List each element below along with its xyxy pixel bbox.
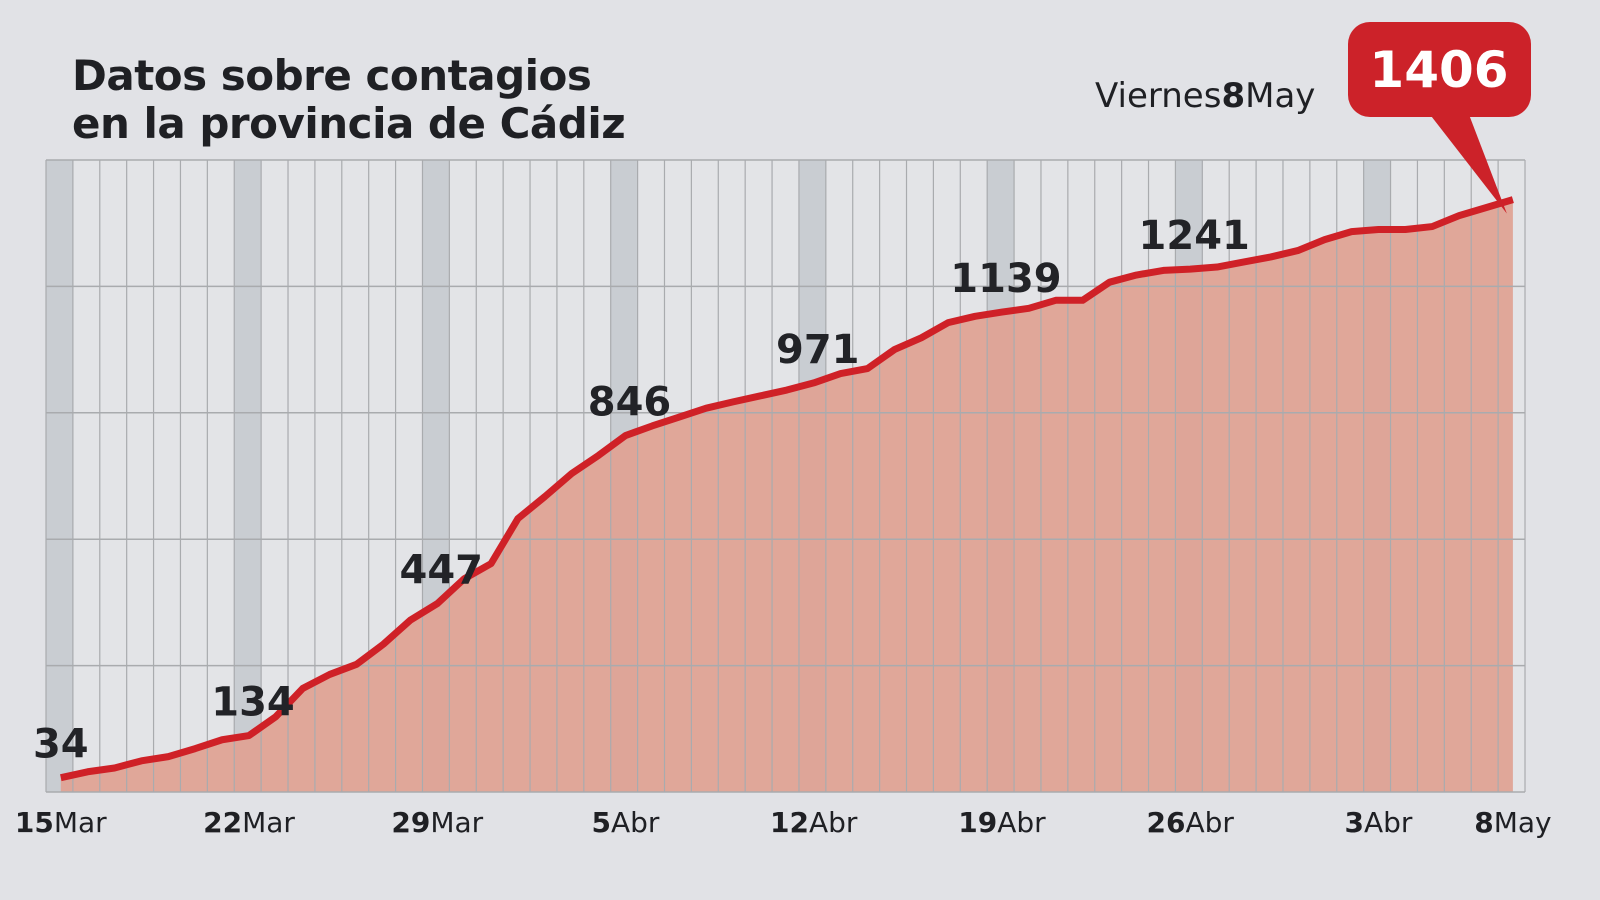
tick-day: 15 [15, 806, 54, 839]
tick-month: Abr [809, 806, 858, 839]
tick-day: 8 [1474, 806, 1493, 839]
sunday-band [234, 160, 262, 792]
tick-day: 19 [958, 806, 997, 839]
sunday-band [46, 160, 73, 792]
tick-month: Abr [997, 806, 1046, 839]
chart-title: Datos sobre contagios en la provincia de… [72, 51, 626, 148]
tick-month: Abr [611, 806, 660, 839]
data-label: 846 [588, 380, 672, 426]
data-label: 971 [776, 327, 860, 373]
data-label: 1241 [1139, 213, 1250, 259]
tick-day: 3 [1344, 806, 1363, 839]
title-line-1: Datos sobre contagios [72, 51, 592, 100]
x-tick-label: 3Abr [1344, 806, 1412, 839]
x-tick-label: 26Abr [1146, 806, 1234, 839]
tick-month: Mar [430, 806, 483, 839]
data-label: 134 [211, 680, 295, 726]
date-month: May [1245, 76, 1316, 116]
x-tick-label: 8May [1474, 806, 1551, 839]
tick-month: Mar [242, 806, 295, 839]
data-label: 34 [33, 722, 89, 768]
x-tick-label: 5Abr [592, 806, 660, 839]
callout-value: 1406 [1369, 41, 1508, 99]
data-label: 1139 [950, 256, 1061, 302]
tick-day: 22 [203, 806, 242, 839]
x-tick-label: 19Abr [958, 806, 1046, 839]
callout-box [1348, 22, 1531, 117]
tick-day: 12 [770, 806, 809, 839]
date-day: 8 [1221, 76, 1246, 116]
x-tick-label: 15Mar [15, 806, 107, 839]
data-label: 447 [400, 548, 484, 594]
tick-month: Abr [1364, 806, 1413, 839]
tick-day: 29 [391, 806, 430, 839]
x-tick-label: 12Abr [770, 806, 858, 839]
x-tick-label: 22Mar [203, 806, 295, 839]
tick-month: May [1494, 806, 1552, 839]
date-weekday: Viernes [1095, 76, 1222, 116]
title-line-2: en la provincia de Cádiz [72, 99, 626, 148]
tick-day: 5 [592, 806, 611, 839]
tick-day: 26 [1146, 806, 1185, 839]
area-fill [60, 199, 1513, 792]
tick-month: Mar [54, 806, 107, 839]
tick-month: Abr [1185, 806, 1234, 839]
x-tick-label: 29Mar [391, 806, 483, 839]
date-label: Viernes8May [1095, 76, 1315, 116]
callout-pointer [1428, 112, 1507, 214]
